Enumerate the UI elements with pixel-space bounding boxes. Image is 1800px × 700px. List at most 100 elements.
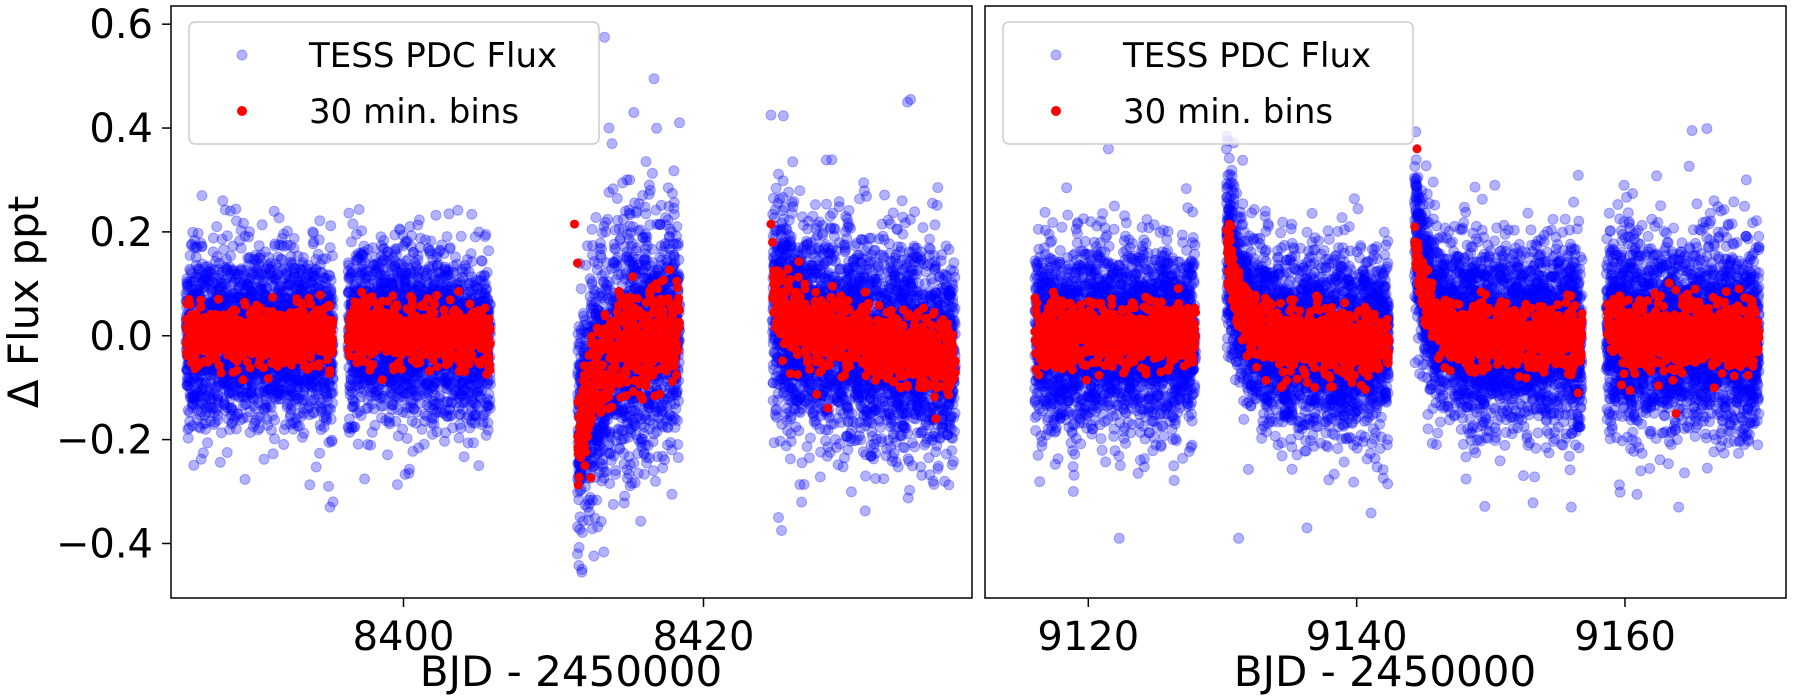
flux-point (239, 473, 251, 485)
flux-point (249, 403, 261, 414)
flux-point (235, 384, 247, 396)
flux-point (407, 445, 419, 457)
flux-point (382, 449, 394, 461)
flux-point (343, 207, 355, 219)
flux-point (205, 263, 216, 275)
flux-point (345, 236, 357, 248)
flux-point (192, 386, 204, 398)
flux-point (237, 400, 249, 412)
flux-point (269, 433, 280, 445)
flux-point (462, 410, 474, 422)
flux-point (389, 245, 401, 257)
flux-point (200, 417, 212, 429)
flux-point (483, 245, 495, 257)
flux-point (239, 269, 250, 281)
flux-point (388, 260, 400, 272)
flux-point (193, 263, 205, 275)
flux-point (231, 215, 242, 227)
flux-point (469, 231, 481, 243)
flux-point (392, 430, 404, 442)
flux-point (226, 402, 238, 414)
flux-point (415, 232, 427, 244)
flux-point (326, 434, 338, 446)
flux-point (314, 258, 326, 270)
flux-point (480, 284, 492, 296)
flux-point (264, 263, 276, 275)
flux-point (202, 260, 214, 272)
flux-point (192, 388, 204, 400)
flux-point (352, 379, 364, 391)
flux-point (308, 406, 320, 418)
flux-point (205, 415, 216, 427)
flux-point (455, 230, 467, 242)
flux-point (273, 239, 285, 251)
flux-point (353, 204, 365, 215)
flux-point (251, 254, 263, 266)
flux-point (271, 391, 283, 402)
flux-point (207, 282, 219, 294)
flux-point (231, 288, 243, 300)
flux-point (263, 383, 275, 395)
flux-point (395, 284, 407, 296)
flux-point (249, 259, 261, 271)
flux-point (482, 378, 494, 389)
flux-point (317, 253, 329, 265)
flux-point (421, 391, 433, 403)
flux-point (225, 409, 237, 421)
flux-point (460, 263, 472, 275)
flux-point (369, 419, 381, 431)
flux-point (245, 268, 257, 280)
flux-point (418, 438, 430, 450)
flux-point (359, 473, 371, 485)
flux-point (390, 415, 402, 427)
flux-point (347, 218, 359, 230)
flux-point (310, 380, 321, 392)
flux-point (442, 269, 454, 281)
flux-point (281, 225, 293, 237)
flux-point (365, 390, 377, 402)
flux-point (325, 387, 336, 399)
flux-point (193, 421, 204, 433)
flux-point (668, 165, 680, 177)
flux-point (346, 423, 358, 435)
flux-point (214, 273, 226, 285)
flux-point (452, 204, 464, 216)
flux-point (194, 422, 206, 434)
flux-point (230, 423, 242, 435)
flux-point (304, 479, 316, 491)
flux-point (235, 264, 247, 276)
flux-point (316, 405, 328, 417)
flux-point (291, 272, 302, 284)
flux-point (400, 267, 412, 279)
flux-point (280, 419, 292, 431)
flux-point (302, 269, 314, 281)
flux-point (268, 205, 280, 217)
flux-point (300, 263, 312, 275)
flux-point (221, 447, 233, 458)
flux-point (203, 382, 215, 394)
flux-point (405, 382, 417, 394)
flux-point (269, 273, 280, 285)
flux-point (380, 415, 392, 426)
flux-point (188, 393, 200, 405)
flux-point (318, 376, 330, 388)
flux-point (192, 399, 204, 410)
flux-point (296, 431, 308, 443)
flux-point (221, 230, 233, 242)
flux-point (445, 379, 457, 391)
flux-point (431, 251, 443, 263)
flux-point (362, 244, 374, 256)
flux-point (385, 278, 397, 290)
flux-point (354, 269, 366, 281)
flux-point (197, 382, 209, 394)
flux-point (378, 235, 390, 246)
flux-point (297, 257, 309, 269)
flux-point (286, 400, 298, 412)
flux-point (222, 290, 234, 302)
flux-point (354, 368, 366, 380)
flux-point (279, 297, 291, 309)
flux-point (463, 386, 475, 398)
flux-point (267, 448, 279, 460)
flux-point (347, 393, 359, 405)
flux-point (405, 240, 417, 252)
